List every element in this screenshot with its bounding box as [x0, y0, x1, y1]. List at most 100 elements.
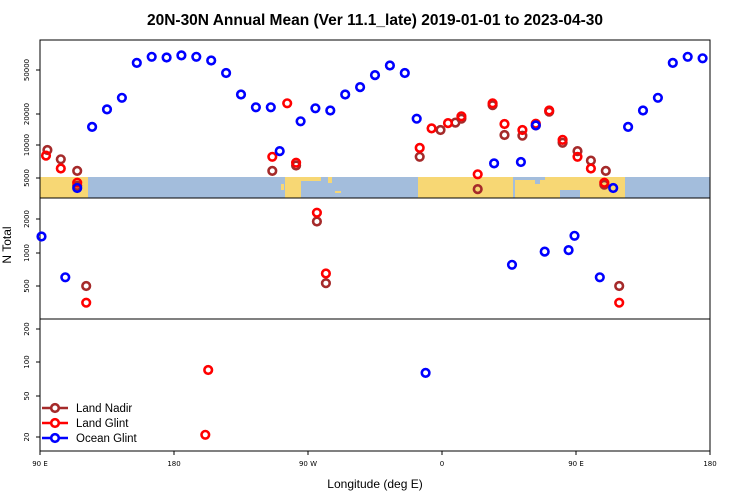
- land_glint-point-24: [599, 177, 610, 188]
- ocean_glint-point-8: [161, 52, 172, 63]
- x-tick-label-450: 90 E: [568, 460, 584, 468]
- land_glint-point-23: [585, 163, 597, 174]
- ocean_glint-point-41: [697, 53, 708, 64]
- land_nadir-point-7: [311, 216, 323, 227]
- land_glint-point-5: [203, 364, 214, 376]
- middle-panel-frame: [39, 197, 711, 320]
- land_nadir-point-9: [414, 151, 425, 162]
- ocean_glint-point-37: [637, 105, 649, 116]
- land_glint-point-17: [499, 118, 510, 130]
- ocean_glint-point-29: [515, 156, 527, 168]
- land_glint-point-2: [72, 177, 83, 188]
- ocean_glint-point-21: [355, 81, 366, 93]
- y-tick-label-1000: 1000: [23, 244, 31, 262]
- land_nadir-point-1: [55, 154, 66, 165]
- x-tick-label-90: 90 E: [32, 460, 48, 468]
- land_glint-point-6: [267, 151, 278, 162]
- land_glint-point-0: [40, 150, 52, 161]
- ocean_glint-point-2: [72, 182, 83, 194]
- ocean_glint-point-20: [340, 89, 351, 100]
- ocean_glint-point-32: [563, 245, 574, 256]
- land_glint-point-25: [614, 297, 625, 308]
- ocean_glint-point-15: [265, 102, 276, 113]
- land_glint-point-18: [517, 124, 528, 136]
- land-north-africa: [418, 177, 513, 198]
- ocean_glint-point-13: [235, 89, 247, 100]
- x-tick-label-360: 0: [440, 460, 444, 468]
- land_glint-point-21: [557, 134, 568, 145]
- land_glint-point-15: [472, 169, 483, 180]
- land_nadir-point-10: [435, 124, 446, 136]
- land_glint-point-4: [200, 429, 211, 440]
- land_nadir-point-8: [320, 278, 332, 289]
- ocean_glint-point-18: [310, 103, 321, 114]
- ocean_glint-point-19: [325, 105, 336, 116]
- x-axis-ticks: 90 E 180 90 W 0 90 E 180: [32, 451, 717, 468]
- ocean_glint-point-40: [682, 51, 693, 62]
- y-tick-label-2000: 2000: [23, 210, 31, 228]
- y-axis-ticks: 20 50 100 200 500 1000 2000 5000 10000 20000 50000: [23, 59, 40, 442]
- land_glint-point-1: [55, 163, 66, 174]
- ocean_glint-point-10: [191, 51, 202, 62]
- ocean_glint-point-5: [116, 92, 127, 103]
- y-axis-label: N Total: [0, 226, 14, 263]
- legend-marker-land_glint: [49, 417, 61, 429]
- land-red-sea-gap: [513, 181, 515, 194]
- land_glint-point-13: [442, 117, 454, 129]
- ocean_glint-point-1: [60, 272, 71, 283]
- land_nadir-point-22: [600, 165, 611, 176]
- ocean_glint-point-17: [295, 116, 306, 127]
- ocean_glint-point-39: [667, 57, 678, 69]
- x-tick-label-540: 180: [703, 460, 716, 468]
- y-tick-label-200: 200: [23, 322, 31, 335]
- ocean_glint-point-3: [86, 121, 98, 132]
- land_glint-point-9: [311, 207, 323, 218]
- ocean_glint-point-27: [489, 158, 500, 169]
- ocean_glint-point-4: [101, 104, 113, 115]
- ocean_glint-point-24: [399, 67, 410, 79]
- ocean_glint-point-38: [652, 92, 664, 103]
- land_nadir-point-20: [572, 146, 583, 157]
- ocean_glint-point-0: [36, 231, 47, 242]
- land_glint-point-22: [572, 151, 583, 162]
- ocean_glint-point-26: [420, 367, 431, 379]
- y-tick-label-20: 20: [23, 433, 31, 442]
- land_nadir-point-0: [42, 144, 53, 156]
- legend-marker-land_nadir: [49, 402, 61, 414]
- land_nadir-point-2: [72, 165, 83, 176]
- land_nadir-point-21: [585, 155, 597, 166]
- x-axis-label: Longitude (deg E): [327, 477, 422, 491]
- ocean_glint-point-12: [221, 67, 232, 79]
- land_glint-point-16: [487, 98, 498, 109]
- x-tick-label-270: 90 W: [299, 460, 317, 468]
- land-florida: [328, 177, 332, 183]
- ocean_glint-point-31: [539, 246, 550, 257]
- land-mexico: [285, 177, 301, 198]
- legend-label-ocean_glint: Ocean Glint: [76, 433, 138, 445]
- land_nadir-point-16: [517, 130, 528, 141]
- legend-label-land_nadir: Land Nadir: [76, 403, 132, 415]
- land_nadir-point-24: [614, 280, 625, 292]
- ocean_glint-point-23: [384, 60, 396, 71]
- ocean_glint-point-6: [131, 57, 142, 69]
- land-baja: [281, 184, 284, 190]
- ocean_glint-point-33: [569, 230, 580, 241]
- ocean_glint-point-14: [250, 102, 261, 113]
- y-tick-label-5000: 5000: [23, 169, 31, 187]
- y-tick-label-20000: 20000: [23, 103, 31, 125]
- land-india-south: [560, 190, 580, 198]
- legend-label-land_glint: Land Glint: [76, 418, 129, 430]
- chart-title: 20N-30N Annual Mean (Ver 11.1_late) 2019…: [147, 12, 603, 29]
- land_glint-point-14: [456, 111, 467, 122]
- ocean_glint-point-25: [411, 113, 422, 124]
- land_nadir-point-13: [472, 184, 483, 195]
- ocean_glint-point-30: [530, 120, 541, 131]
- ocean_glint-point-9: [176, 50, 187, 61]
- land_glint-point-8: [291, 157, 302, 168]
- legend: Land Nadir Land Glint Ocean Glint: [42, 402, 138, 445]
- land-arabia: [515, 180, 545, 198]
- land_glint-point-11: [414, 142, 425, 153]
- land_nadir-point-15: [499, 129, 510, 141]
- y-tick-label-50000: 50000: [23, 59, 31, 81]
